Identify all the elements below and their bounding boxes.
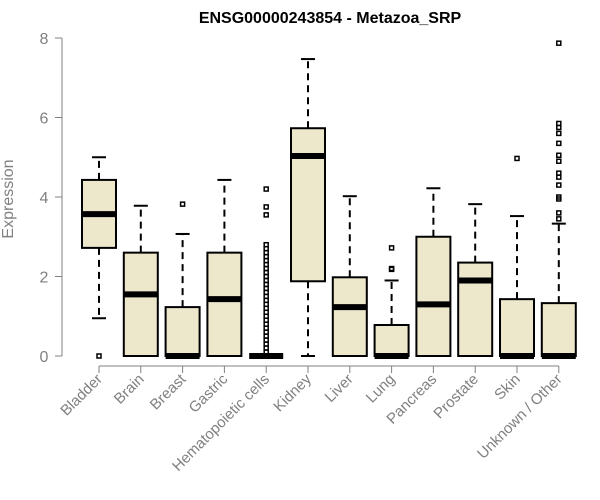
outlier-point	[556, 40, 562, 46]
x-tick-label: Prostate	[430, 371, 482, 423]
outlier-point	[556, 210, 562, 216]
outlier-point	[556, 158, 562, 164]
box-unknown-other	[540, 40, 577, 359]
box-lung	[373, 245, 410, 359]
iqr-box	[122, 251, 159, 357]
box-kidney	[290, 58, 326, 357]
iqr-box	[415, 235, 452, 357]
outlier-point	[556, 130, 562, 137]
box-gastric	[206, 178, 243, 357]
outlier-point	[556, 194, 562, 200]
box-brain	[122, 204, 159, 357]
iqr-box	[499, 298, 535, 357]
chart-title: ENSG00000243854 - Metazoa_SRP	[199, 10, 462, 27]
y-tick-label: 8	[40, 31, 49, 48]
outlier-point	[556, 140, 562, 147]
box-prostate	[457, 203, 494, 357]
box-pancreas	[415, 187, 452, 357]
boxes-group	[81, 40, 577, 359]
iqr-box	[206, 251, 243, 357]
x-tick-label: Kidney	[270, 370, 315, 415]
outlier-point	[263, 241, 269, 248]
box-skin	[499, 155, 535, 359]
outlier-point	[96, 353, 102, 359]
x-tick-label: Lung	[363, 371, 399, 407]
outlier-point	[263, 212, 269, 218]
x-tick-label: Skin	[491, 371, 524, 404]
x-tick-label: Bladder	[57, 371, 106, 420]
box-breast	[164, 201, 201, 359]
outlier-point	[556, 152, 562, 159]
outlier-point	[556, 170, 562, 176]
iqr-box	[373, 323, 410, 357]
y-tick-label: 0	[40, 349, 49, 366]
outlier-point	[179, 201, 186, 207]
outlier-point	[388, 245, 395, 251]
iqr-box	[164, 306, 201, 358]
y-axis-label: Expression	[0, 159, 17, 238]
y-axis: 0 2 4 6 8	[40, 31, 63, 366]
outlier-point	[388, 265, 395, 272]
box-bladder	[81, 156, 117, 359]
outlier-point	[263, 204, 269, 210]
x-tick-label: Breast	[147, 370, 190, 413]
outlier-point	[556, 120, 562, 127]
y-tick-label: 6	[40, 111, 49, 128]
outlier-point	[556, 216, 562, 222]
y-tick-label: 4	[40, 190, 49, 207]
iqr-box	[540, 302, 577, 358]
iqr-box	[331, 276, 368, 358]
x-tick-label: Liver	[322, 371, 357, 406]
iqr-box	[290, 127, 326, 283]
x-tick-label: Brain	[111, 371, 148, 408]
y-tick-label: 2	[40, 270, 49, 287]
box-hematopoietic-cells	[249, 186, 284, 359]
box-liver	[331, 195, 368, 358]
outlier-point	[514, 155, 520, 162]
iqr-box	[457, 261, 494, 357]
outlier-point	[263, 186, 269, 192]
outlier-point	[556, 182, 562, 188]
